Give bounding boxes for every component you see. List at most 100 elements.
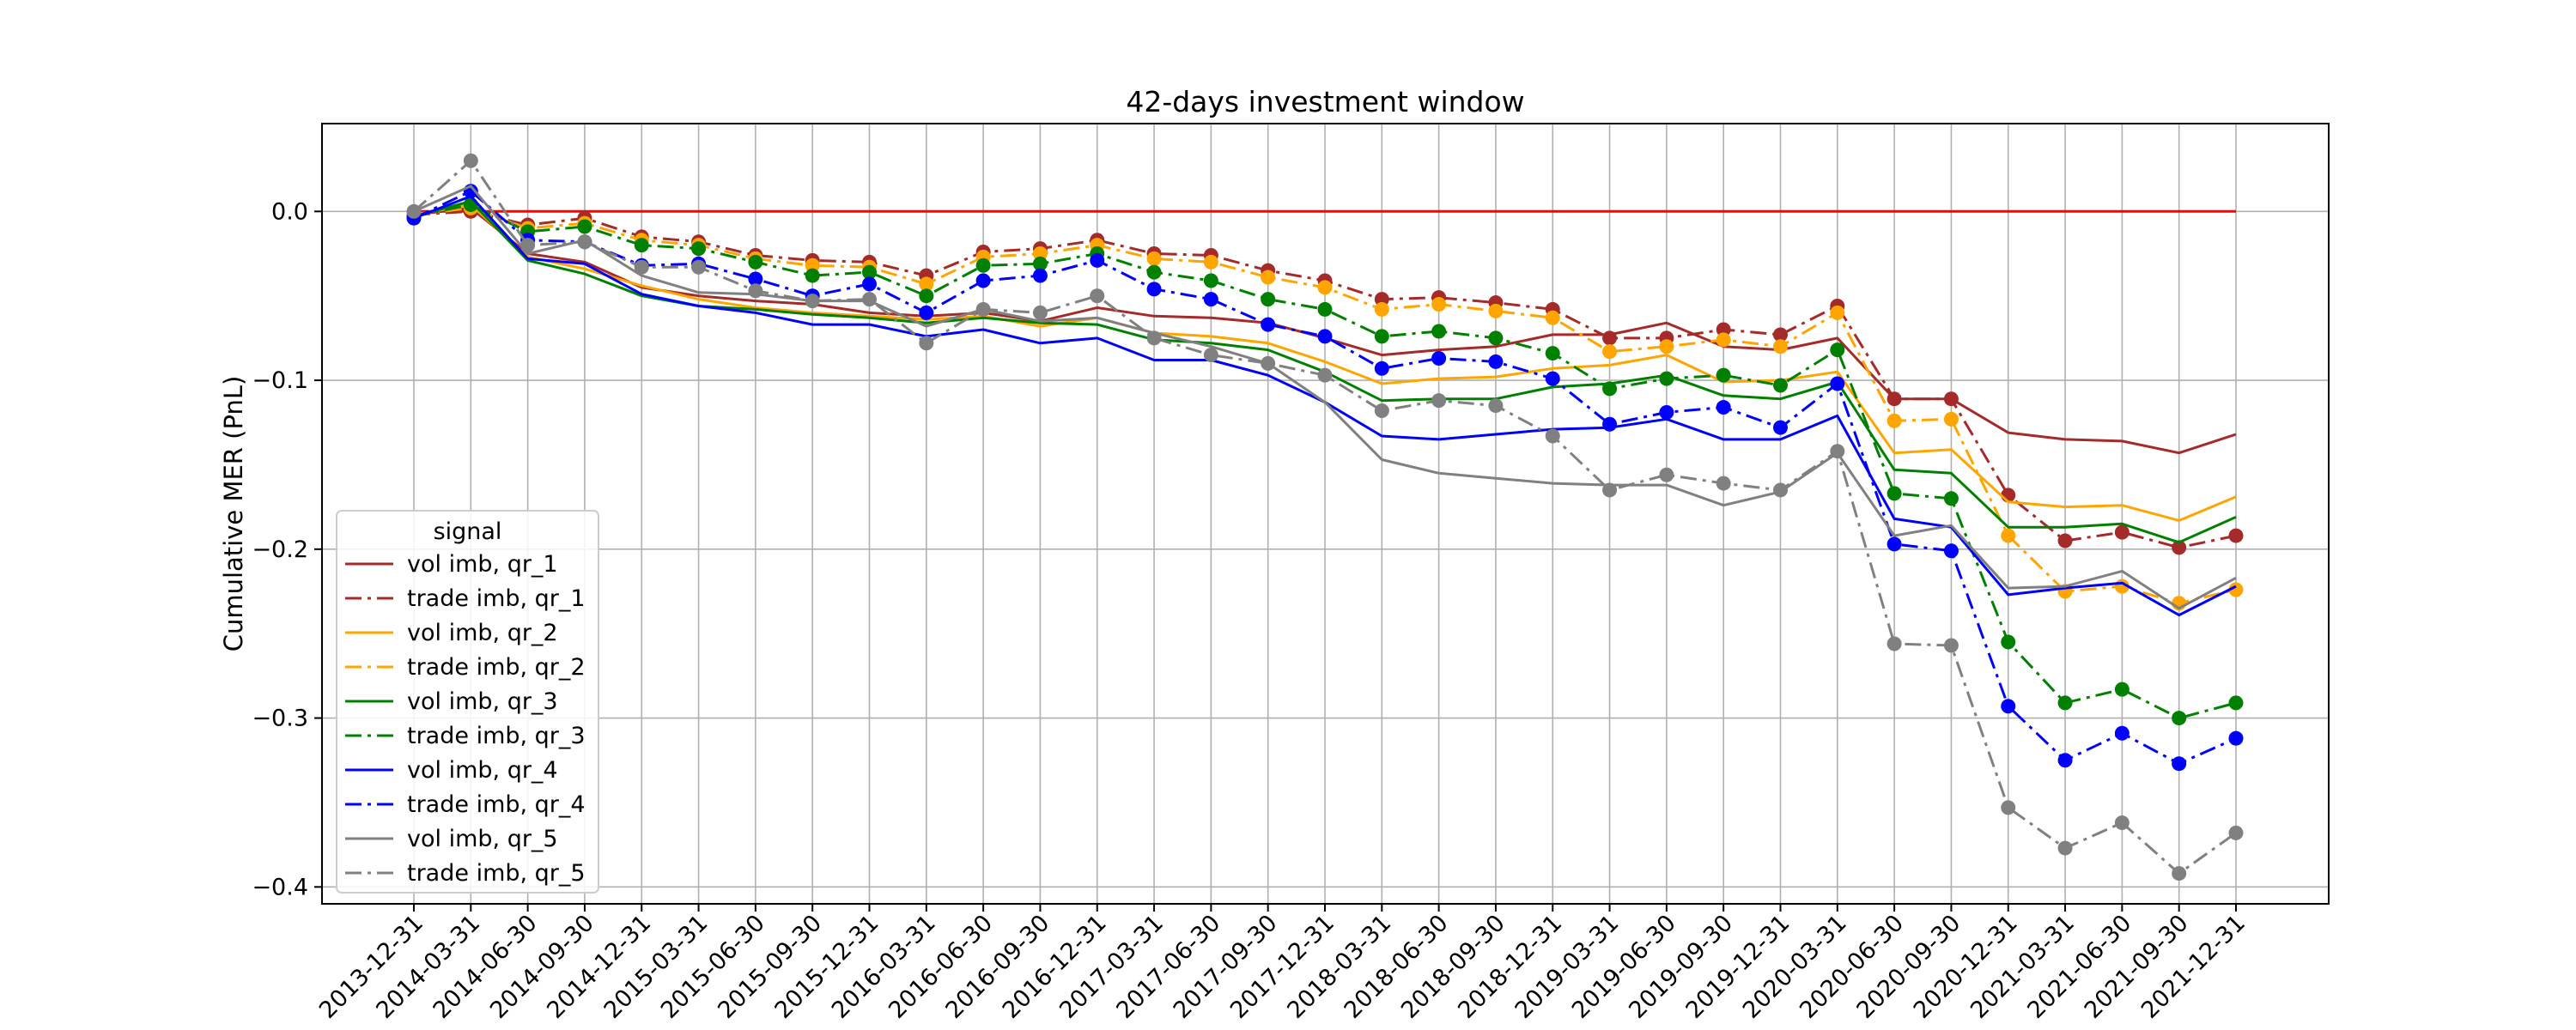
data-point bbox=[1488, 398, 1504, 414]
data-point bbox=[1374, 403, 1389, 418]
chart-title: 42-days investment window bbox=[1126, 85, 1524, 118]
legend-box bbox=[336, 510, 599, 894]
data-point bbox=[1716, 400, 1731, 415]
data-point bbox=[2114, 524, 2129, 540]
data-point bbox=[1773, 378, 1788, 393]
series-group bbox=[406, 153, 2244, 882]
data-point bbox=[1431, 393, 1447, 409]
y-axis-title: Cumulative MER (PnL) bbox=[219, 376, 248, 652]
data-point bbox=[1886, 536, 1902, 552]
legend-entry: trade imb, qr_2 bbox=[345, 654, 586, 681]
data-point bbox=[691, 259, 707, 275]
y-tick-label: −0.1 bbox=[252, 367, 308, 394]
legend-label: vol imb, qr_2 bbox=[407, 620, 558, 646]
series-3 bbox=[413, 203, 2237, 522]
data-point bbox=[2057, 840, 2073, 856]
data-point bbox=[1032, 256, 1048, 271]
data-point bbox=[2114, 682, 2129, 697]
data-point bbox=[1716, 367, 1731, 383]
data-point bbox=[1545, 346, 1560, 361]
legend-label: trade imb, qr_5 bbox=[407, 860, 586, 887]
data-point bbox=[1374, 292, 1389, 307]
data-point bbox=[1261, 270, 1276, 285]
data-point bbox=[1488, 354, 1504, 369]
data-point bbox=[1602, 416, 1618, 432]
data-point bbox=[1317, 280, 1333, 295]
data-point bbox=[2228, 695, 2244, 711]
series-line bbox=[413, 185, 2237, 610]
data-point bbox=[2057, 533, 2073, 548]
data-point bbox=[1545, 371, 1560, 386]
data-point bbox=[805, 294, 820, 309]
series-4 bbox=[406, 200, 2244, 611]
data-point bbox=[805, 258, 820, 273]
data-point bbox=[2172, 756, 2187, 772]
data-point bbox=[577, 219, 592, 234]
data-point bbox=[577, 234, 592, 250]
data-point bbox=[1602, 381, 1618, 397]
data-point bbox=[1545, 428, 1560, 444]
data-point bbox=[1886, 486, 1902, 501]
data-point bbox=[975, 273, 991, 288]
data-point bbox=[2001, 528, 2016, 543]
data-point bbox=[2172, 540, 2187, 555]
data-point bbox=[1374, 329, 1389, 344]
data-point bbox=[1602, 344, 1618, 360]
data-point bbox=[919, 276, 934, 292]
data-point bbox=[1488, 330, 1504, 346]
data-point bbox=[1317, 329, 1333, 344]
legend-entry: vol imb, qr_5 bbox=[345, 826, 558, 852]
legend-label: vol imb, qr_3 bbox=[407, 688, 558, 715]
y-tick-label: −0.4 bbox=[252, 874, 308, 900]
data-point bbox=[1374, 301, 1389, 317]
data-point bbox=[463, 153, 478, 168]
data-point bbox=[1830, 305, 1845, 320]
data-point bbox=[634, 238, 649, 253]
data-point bbox=[975, 258, 991, 273]
data-point bbox=[1317, 367, 1333, 383]
data-point bbox=[1374, 360, 1389, 376]
data-point bbox=[1943, 391, 1959, 407]
data-point bbox=[2228, 582, 2244, 597]
data-point bbox=[1146, 330, 1162, 346]
data-point bbox=[1431, 297, 1447, 312]
data-point bbox=[520, 238, 536, 253]
data-point bbox=[1203, 254, 1218, 270]
data-point bbox=[1203, 348, 1218, 363]
data-point bbox=[1830, 376, 1845, 391]
data-point bbox=[2228, 528, 2244, 543]
legend-entry: trade imb, qr_5 bbox=[345, 860, 586, 887]
data-point bbox=[748, 271, 763, 287]
data-point bbox=[2114, 815, 2129, 831]
data-point bbox=[1261, 355, 1276, 371]
data-point bbox=[1773, 339, 1788, 354]
data-point bbox=[634, 259, 649, 275]
data-point bbox=[1203, 292, 1218, 307]
data-point bbox=[1488, 303, 1504, 318]
data-point bbox=[2228, 825, 2244, 840]
legend-label: vol imb, qr_1 bbox=[407, 551, 558, 578]
data-point bbox=[1659, 339, 1674, 354]
data-point bbox=[1146, 264, 1162, 280]
data-point bbox=[2172, 711, 2187, 726]
data-point bbox=[691, 241, 707, 257]
series-10 bbox=[406, 153, 2244, 882]
y-tick-label: 0.0 bbox=[271, 198, 308, 225]
data-point bbox=[1146, 282, 1162, 297]
data-point bbox=[2057, 695, 2073, 711]
data-point bbox=[1090, 252, 1105, 268]
data-point bbox=[2057, 753, 2073, 768]
legend-entry: vol imb, qr_3 bbox=[345, 688, 558, 715]
data-point bbox=[919, 288, 934, 304]
data-point bbox=[1943, 491, 1959, 506]
data-point bbox=[1090, 288, 1105, 304]
data-point bbox=[1659, 467, 1674, 482]
series-line bbox=[413, 203, 2237, 522]
data-point bbox=[919, 336, 934, 351]
data-point bbox=[1203, 273, 1218, 288]
legend-label: vol imb, qr_5 bbox=[407, 826, 558, 852]
legend-entry: trade imb, qr_4 bbox=[345, 791, 586, 818]
legend-title: signal bbox=[434, 518, 502, 545]
y-tick-label: −0.3 bbox=[252, 706, 308, 732]
data-point bbox=[1032, 268, 1048, 283]
